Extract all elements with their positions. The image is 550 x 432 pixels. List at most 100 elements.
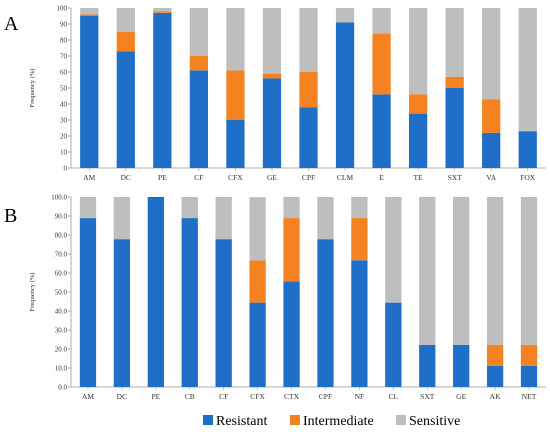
bar-intermediate-ge (262, 73, 282, 79)
bar-intermediate-cf (189, 56, 209, 71)
bar-intermediate-e (372, 33, 391, 95)
x-tick-label: VA (486, 173, 496, 182)
panel-label-a: A (4, 13, 19, 35)
y-tick-label: 30.0 (55, 327, 68, 335)
y-tick-label: 90.0 (55, 213, 68, 221)
x-tick-label: CFX (250, 392, 265, 401)
x-tick-label: FOX (520, 173, 536, 182)
y-axis-label: Frequency (%) (29, 273, 36, 312)
bar-resistant-cfx (249, 302, 266, 387)
bar-sensitive-sxt (419, 197, 436, 345)
bar-resistant-cf (215, 239, 232, 387)
bar-sensitive-ak (486, 197, 504, 345)
bar-sensitive-cfx (226, 8, 245, 71)
bar-resistant-pe (153, 12, 172, 168)
bar-intermediate-dc (116, 32, 135, 52)
x-tick-label: PE (158, 173, 167, 182)
bar-resistant-am (80, 16, 99, 168)
bar-sensitive-am (79, 197, 97, 219)
bar-sensitive-cfx (249, 197, 266, 261)
bar-sensitive-cpf (299, 8, 318, 72)
y-tick-label: 70.0 (55, 251, 68, 259)
bar-intermediate-net (520, 344, 538, 366)
bar-resistant-ge (262, 78, 282, 168)
bar-intermediate-am (80, 14, 99, 16)
x-tick-label: CTX (284, 392, 300, 401)
y-tick-label: 100.0 (51, 194, 67, 202)
x-tick-label: CPF (319, 392, 332, 401)
bar-resistant-cl (385, 302, 402, 387)
legend-swatch-sensitive (396, 415, 406, 425)
bar-intermediate-pe (153, 11, 172, 13)
y-tick-label: 70 (60, 53, 68, 61)
bar-sensitive-cb (181, 197, 198, 219)
y-axis-label: Frequency (%) (29, 69, 36, 108)
x-tick-label: AM (82, 392, 94, 401)
bar-intermediate-te (408, 94, 428, 114)
bar-intermediate-cfx (249, 260, 266, 303)
panel-label-b: B (4, 205, 17, 227)
chart-a: 0 10 20 30 40 50 60 70 80 90 100 Frequency (%) AM DC P… (29, 5, 546, 182)
x-tick-label: CB (185, 392, 195, 401)
y-tick-label: 50 (60, 85, 68, 93)
bar-intermediate-ctx (283, 218, 300, 282)
x-tick-label: CF (219, 392, 228, 401)
bar-sensitive-cf (215, 197, 232, 240)
x-tick-label: NF (355, 392, 365, 401)
bar-intermediate-va (482, 99, 501, 133)
bar-intermediate-cpf (299, 72, 318, 108)
y-tick-label: 80.0 (55, 232, 68, 240)
x-tick-label: AM (83, 173, 95, 182)
x-tick-label: CFX (228, 173, 243, 182)
bar-sensitive-e (372, 8, 391, 34)
x-tick-label: CPF (302, 173, 315, 182)
bar-sensitive-nf (351, 197, 368, 219)
bar-resistant-e (372, 94, 391, 168)
y-tick-label: 30 (60, 117, 68, 125)
x-tick-label: NET (522, 392, 537, 401)
legend-swatch-resistant (203, 415, 213, 425)
x-tick-label: AK (490, 392, 501, 401)
legend: Resistant Intermediate Sensitive (203, 414, 460, 429)
bar-resistant-dc (113, 239, 131, 387)
bar-sensitive-ge (262, 8, 282, 74)
y-tick-label: 10 (60, 149, 68, 157)
bar-sensitive-dc (113, 197, 131, 240)
y-tick-label: 20.0 (55, 346, 68, 354)
y-tick-label: 40.0 (55, 308, 68, 316)
bar-sensitive-ge (453, 197, 470, 345)
y-tick-label: 10.0 (55, 365, 68, 373)
y-tick-label: 60.0 (55, 270, 68, 278)
bar-resistant-ge (453, 344, 470, 387)
legend-label-resistant: Resistant (216, 414, 267, 429)
chart-b: 0.0 10.0 20.0 30.0 40.0 50.0 60.0 70.0 80.0 90.0 1… (29, 194, 546, 401)
x-tick-label: TE (414, 173, 424, 182)
x-tick-label: GE (456, 392, 466, 401)
bar-intermediate-sxt (445, 76, 464, 88)
y-tick-label: 90 (60, 21, 68, 29)
bar-resistant-dc (116, 51, 135, 169)
x-tick-label: CL (389, 392, 399, 401)
bar-sensitive-te (408, 8, 428, 95)
bar-sensitive-sxt (445, 8, 464, 77)
bar-resistant-cpf (299, 107, 318, 168)
x-tick-label: GE (267, 173, 277, 182)
y-tick-label: 80 (60, 37, 68, 45)
bar-sensitive-cl (385, 197, 402, 303)
bar-resistant-am (79, 218, 97, 387)
bar-resistant-va (482, 132, 501, 168)
bar-intermediate-nf (351, 218, 368, 261)
x-tick-label: E (379, 173, 384, 182)
bar-sensitive-cf (189, 8, 209, 56)
bar-resistant-cfx (226, 120, 245, 168)
x-tick-label: PE (151, 392, 160, 401)
bar-sensitive-dc (116, 8, 135, 32)
bar-resistant-te (408, 113, 428, 168)
bar-sensitive-va (482, 8, 501, 100)
bar-sensitive-pe (153, 8, 172, 12)
bar-resistant-net (520, 365, 538, 387)
y-tick-label: 40 (60, 101, 68, 109)
legend-swatch-intermediate (290, 415, 300, 425)
bar-resistant-clm (335, 22, 355, 169)
bar-resistant-ctx (283, 281, 300, 387)
